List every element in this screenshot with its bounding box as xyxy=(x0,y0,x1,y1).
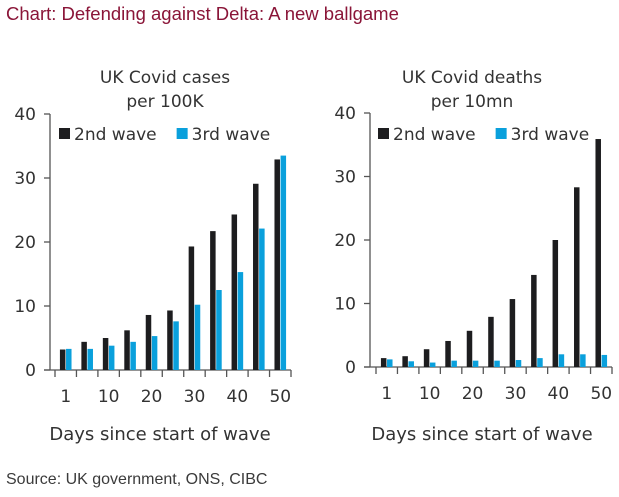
bar-2nd-wave xyxy=(102,338,109,370)
bar-3rd-wave xyxy=(537,358,543,367)
bar-2nd-wave xyxy=(231,214,238,370)
x-tick-label: 50 xyxy=(590,384,612,404)
x-axis-label: Days since start of wave xyxy=(49,424,270,445)
x-tick-label: 40 xyxy=(227,387,249,407)
bar-3rd-wave xyxy=(108,345,115,370)
bar-3rd-wave xyxy=(173,321,179,370)
legend-swatch-3rd-wave xyxy=(495,128,507,139)
y-tick-label: 20 xyxy=(14,233,36,253)
bar-2nd-wave xyxy=(274,159,280,370)
bar-3rd-wave xyxy=(387,359,393,367)
legend-label: 2nd wave xyxy=(393,125,476,145)
bar-2nd-wave xyxy=(423,349,430,367)
bar-2nd-wave xyxy=(188,246,195,370)
bar-3rd-wave xyxy=(194,304,201,370)
x-tick-label: 50 xyxy=(269,387,291,407)
bar-3rd-wave xyxy=(494,360,500,367)
bar-2nd-wave xyxy=(531,274,537,367)
bar-2nd-wave xyxy=(380,358,387,367)
y-tick-label: 0 xyxy=(25,361,36,381)
bar-3rd-wave xyxy=(87,348,93,370)
bar-3rd-wave xyxy=(429,362,436,367)
x-tick-label: 1 xyxy=(60,387,71,407)
y-tick-label: 40 xyxy=(14,105,36,125)
bar-2nd-wave xyxy=(445,340,451,367)
bar-3rd-wave xyxy=(601,354,608,367)
y-tick-label: 20 xyxy=(334,231,356,251)
bar-3rd-wave xyxy=(259,228,265,370)
source-note: Source: UK government, ONS, CIBC xyxy=(6,471,268,488)
bar-2nd-wave xyxy=(595,139,601,367)
y-tick-label: 10 xyxy=(14,297,36,317)
y-tick-label: 40 xyxy=(334,104,356,124)
legend: 2nd wave 3rd wave xyxy=(59,125,270,145)
page-title: Chart: Defending against Delta: A new ba… xyxy=(6,3,399,24)
legend-label: 3rd wave xyxy=(192,125,271,145)
legend-label: 2nd wave xyxy=(74,125,157,145)
bar-2nd-wave xyxy=(167,310,173,370)
bar-3rd-wave xyxy=(216,290,222,370)
chart-title-line: per 100K xyxy=(126,92,204,112)
bar-2nd-wave xyxy=(210,231,216,370)
bar-2nd-wave xyxy=(59,349,66,370)
bar-2nd-wave xyxy=(509,299,516,367)
bar-3rd-wave xyxy=(130,341,136,370)
x-tick-label: 30 xyxy=(505,384,527,404)
x-tick-label: 20 xyxy=(462,384,484,404)
bar-3rd-wave xyxy=(558,354,565,367)
bar-2nd-wave xyxy=(402,356,408,367)
x-axis-label: Days since start of wave xyxy=(371,424,592,445)
bar-3rd-wave xyxy=(451,360,457,367)
chart-title-line: per 10mn xyxy=(431,92,514,112)
bar-3rd-wave xyxy=(280,155,287,370)
bar-2nd-wave xyxy=(466,330,473,367)
chart-title-line: UK Covid cases xyxy=(100,68,230,88)
bar-3rd-wave xyxy=(408,361,414,367)
chart-title-line: UK Covid deaths xyxy=(402,68,542,88)
bar-3rd-wave xyxy=(580,354,586,367)
legend-swatch-2nd-wave xyxy=(59,128,70,139)
x-tick-label: 1 xyxy=(381,384,392,404)
bar-3rd-wave xyxy=(515,360,522,367)
y-tick-label: 30 xyxy=(334,168,356,188)
y-tick-label: 0 xyxy=(345,358,356,378)
bar-2nd-wave xyxy=(124,330,130,370)
legend-swatch-3rd-wave xyxy=(176,128,188,139)
x-tick-label: 30 xyxy=(184,387,206,407)
bar-2nd-wave xyxy=(574,187,580,367)
chart-panel-deaths: UK Covid deaths per 10mn 0 10 20 30 40 1 10 20 30 4… xyxy=(334,68,613,445)
bar-2nd-wave xyxy=(488,316,494,367)
legend: 2nd wave 3rd wave xyxy=(378,125,589,145)
bar-2nd-wave xyxy=(81,341,87,370)
bar-3rd-wave xyxy=(472,360,479,367)
legend-swatch-2nd-wave xyxy=(378,128,389,139)
y-tick-label: 30 xyxy=(14,169,36,189)
chart-panel-cases: UK Covid cases per 100K 0 10 20 30 40 1 10 20 30 40… xyxy=(14,68,292,445)
legend-label: 3rd wave xyxy=(511,125,590,145)
bar-2nd-wave xyxy=(145,314,152,370)
bar-2nd-wave xyxy=(552,240,559,367)
x-tick-label: 10 xyxy=(419,384,441,404)
bar-2nd-wave xyxy=(253,183,259,370)
x-tick-label: 10 xyxy=(98,387,120,407)
bar-3rd-wave xyxy=(66,348,72,370)
bar-3rd-wave xyxy=(151,336,158,370)
x-tick-label: 40 xyxy=(548,384,570,404)
y-tick-label: 10 xyxy=(334,295,356,315)
bar-3rd-wave xyxy=(237,272,244,370)
x-tick-label: 20 xyxy=(141,387,163,407)
